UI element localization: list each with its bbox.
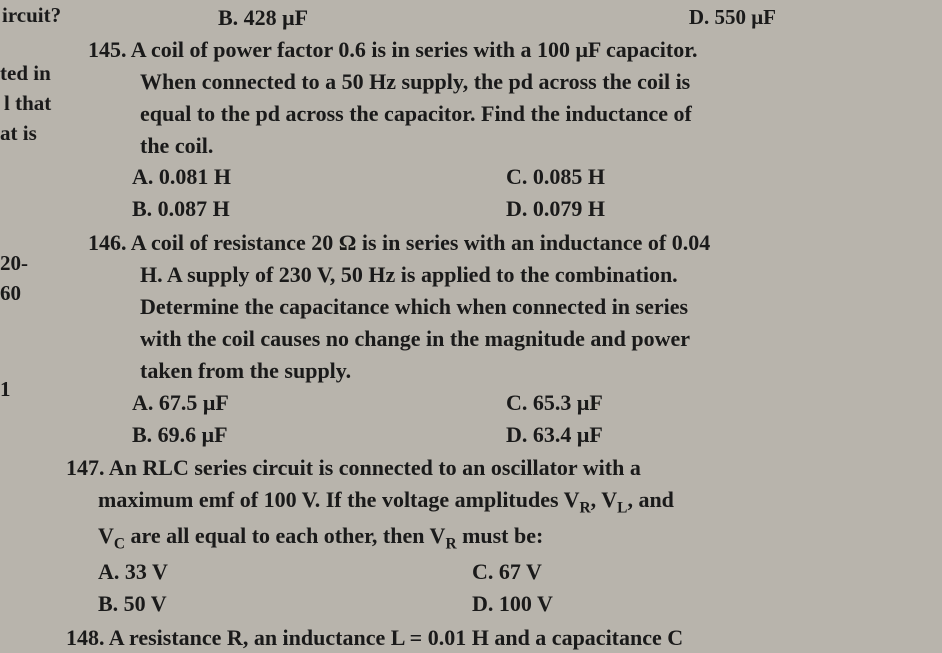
fragment-atis: at is	[0, 118, 37, 148]
q147-line2c: , and	[627, 487, 673, 512]
q147-option-a: A. 33 V	[98, 556, 472, 588]
fragment-one: 1	[0, 374, 11, 404]
q146-line5: taken from the supply.	[140, 355, 932, 387]
q147-line3: VC are all equal to each other, then VR …	[98, 520, 932, 556]
q146-option-c: C. 65.3 μF	[506, 387, 932, 419]
question-148: 148. A resistance R, an inductance L = 0…	[66, 622, 932, 653]
q147-line3a: V	[98, 523, 114, 548]
question-145: 145. A coil of power factor 0.6 is in se…	[88, 34, 932, 225]
question-146: 146. A coil of resistance 20 Ω is in ser…	[88, 227, 932, 450]
fragment-that: l that	[4, 88, 51, 118]
q145-line1: A coil of power factor 0.6 is in series …	[131, 37, 698, 62]
q145-option-d: D. 0.079 H	[506, 193, 932, 225]
question-147: 147. An RLC series circuit is connected …	[66, 452, 932, 619]
q147-sub-r2: R	[445, 535, 456, 552]
q147-line3c: must be:	[457, 523, 544, 548]
q146-line2: H. A supply of 230 V, 50 Hz is applied t…	[140, 259, 932, 291]
q147-option-d: D. 100 V	[472, 588, 932, 620]
q147-line2: maximum emf of 100 V. If the voltage amp…	[98, 484, 932, 520]
q147-option-c: C. 67 V	[472, 556, 932, 588]
q147-option-b: B. 50 V	[98, 588, 472, 620]
fragment-ircuit: ircuit?	[2, 0, 61, 30]
q146-option-d: D. 63.4 μF	[506, 419, 932, 451]
fragment-twenty: 20-	[0, 248, 28, 278]
q145-line4: the coil.	[140, 130, 932, 162]
q145-line3: equal to the pd across the capacitor. Fi…	[140, 98, 932, 130]
q146-option-a: A. 67.5 μF	[132, 387, 506, 419]
document-page: ircuit? ted in l that at is 20- 60 1 D. …	[0, 0, 942, 619]
q148-line1: A resistance R, an inductance L = 0.01 H…	[109, 625, 683, 650]
q147-sub-l: L	[617, 500, 627, 517]
q145-number: 145.	[88, 37, 127, 62]
q147-sub-c: C	[114, 535, 125, 552]
q145-option-b: B. 0.087 H	[132, 193, 506, 225]
partial-option-b-top: B. 428 μF	[218, 2, 932, 34]
q146-line1: A coil of resistance 20 Ω is in series w…	[131, 230, 710, 255]
q148-number: 148.	[66, 625, 105, 650]
q146-number: 146.	[88, 230, 127, 255]
q147-sub-r1: R	[580, 500, 591, 517]
q146-option-b: B. 69.6 μF	[132, 419, 506, 451]
q147-number: 147.	[66, 455, 105, 480]
q146-line3: Determine the capacitance which when con…	[140, 291, 932, 323]
q146-line4: with the coil causes no change in the ma…	[140, 323, 932, 355]
q147-line2a: maximum emf of 100 V. If the voltage amp…	[98, 487, 580, 512]
q147-line3b: are all equal to each other, then V	[125, 523, 445, 548]
fragment-ted: ted in	[0, 58, 51, 88]
main-content: B. 428 μF 145. A coil of power factor 0.…	[88, 0, 942, 653]
fragment-sixty: 60	[0, 278, 21, 308]
q145-option-c: C. 0.085 H	[506, 161, 932, 193]
q145-option-a: A. 0.081 H	[132, 161, 506, 193]
q147-line1: An RLC series circuit is connected to an…	[109, 455, 641, 480]
q147-line2b: , V	[591, 487, 618, 512]
q145-line2: When connected to a 50 Hz supply, the pd…	[140, 66, 932, 98]
partial-option-d-top: D. 550 μF	[689, 2, 776, 32]
